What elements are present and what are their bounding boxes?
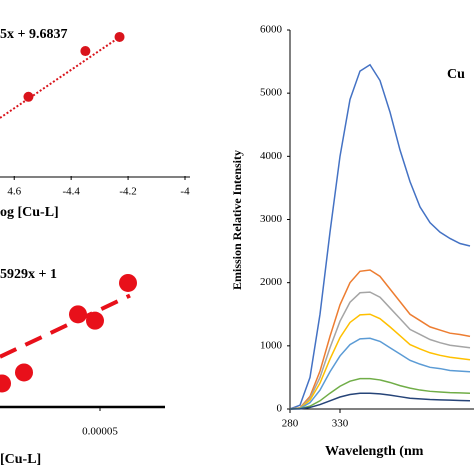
line bbox=[289, 377, 471, 410]
x-axis-label: [Cu-L] bbox=[0, 452, 41, 467]
point bbox=[15, 363, 33, 382]
y-tick-label: 2000 bbox=[260, 276, 283, 288]
x-tick-label: 4.6 bbox=[7, 186, 21, 198]
y-tick-label: 5000 bbox=[260, 87, 283, 99]
line bbox=[289, 291, 471, 410]
x-axis-label: og [Cu-L] bbox=[0, 205, 59, 220]
trend-line bbox=[0, 293, 131, 359]
point bbox=[23, 91, 34, 102]
point bbox=[0, 374, 11, 393]
y-tick-label: 1000 bbox=[260, 339, 283, 351]
line bbox=[289, 337, 471, 410]
y-axis-label: Emission Relative Intensity bbox=[230, 150, 244, 290]
point bbox=[119, 273, 137, 292]
annotation: 5x + 9.6837 bbox=[0, 27, 67, 42]
x-tick-label: -4 bbox=[180, 186, 190, 198]
x-tick-label: -4.2 bbox=[119, 186, 136, 198]
trend-line bbox=[0, 34, 123, 119]
y-tick-label: 4000 bbox=[260, 150, 283, 162]
annotation: Cu bbox=[447, 67, 465, 82]
annotation: 5929x + 1 bbox=[0, 267, 57, 282]
y-tick-label: 0 bbox=[277, 403, 283, 415]
y-tick-label: 3000 bbox=[260, 213, 283, 225]
x-tick-label: 330 bbox=[332, 418, 349, 430]
line bbox=[289, 269, 471, 410]
x-axis-label: Wavelength (nm bbox=[325, 444, 424, 459]
y-tick-label: 6000 bbox=[260, 24, 283, 36]
line bbox=[289, 313, 471, 410]
point bbox=[80, 46, 91, 57]
x-tick-label: -4.4 bbox=[62, 186, 80, 198]
line bbox=[289, 392, 471, 410]
x-tick-label: 280 bbox=[282, 418, 299, 430]
x-tick-label: 0.00005 bbox=[82, 426, 118, 438]
line bbox=[289, 63, 471, 410]
